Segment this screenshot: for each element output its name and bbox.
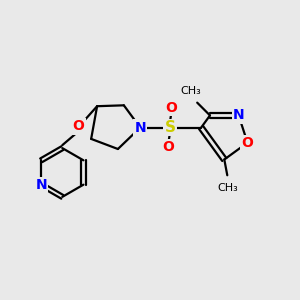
Text: S: S [164, 120, 175, 135]
Text: N: N [134, 121, 146, 135]
Text: N: N [233, 108, 244, 122]
Text: CH₃: CH₃ [180, 86, 201, 96]
Text: O: O [163, 140, 174, 154]
Text: O: O [242, 136, 254, 150]
Text: CH₃: CH₃ [217, 183, 238, 193]
Text: O: O [73, 119, 85, 134]
Text: O: O [166, 101, 177, 115]
Text: N: N [35, 178, 47, 192]
